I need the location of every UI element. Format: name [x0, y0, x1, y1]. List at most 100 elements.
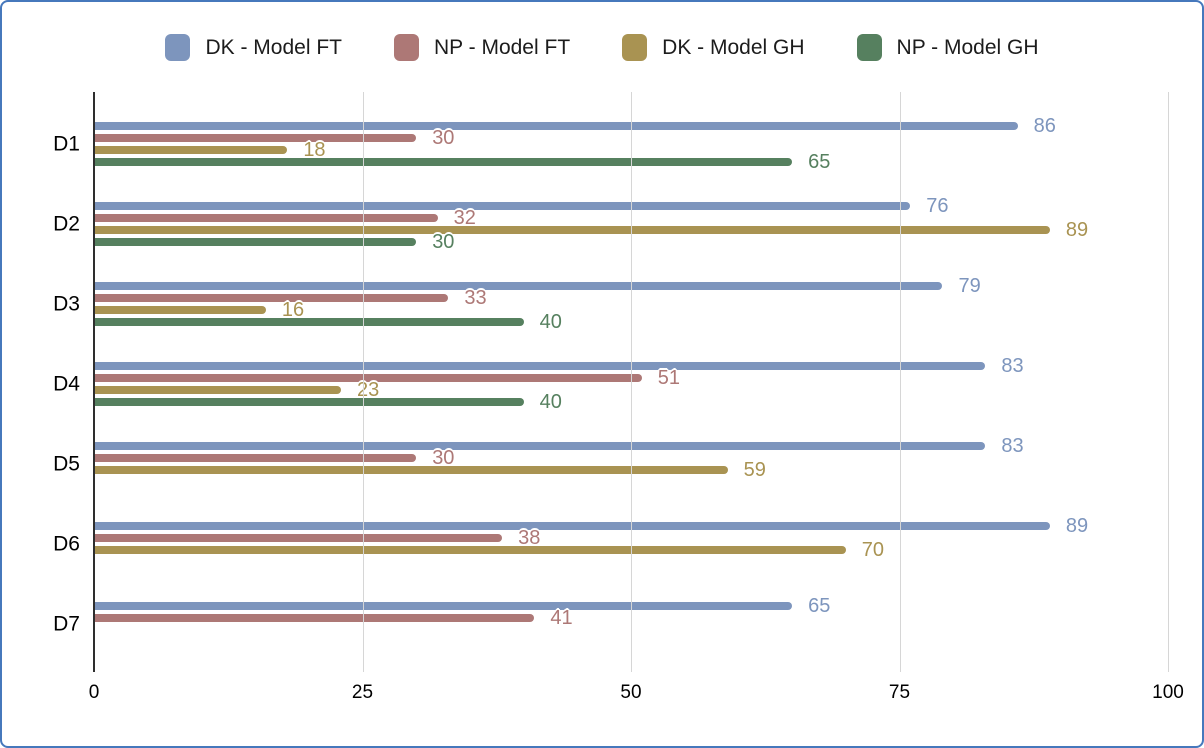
legend-label: NP - Model GH [896, 35, 1039, 59]
bar-value-label: 30 [432, 447, 455, 469]
legend-label: NP - Model FT [434, 35, 571, 59]
x-tick-label: 25 [351, 682, 374, 703]
chart-legend: DK - Model FT NP - Model FT DK - Model GH N… [2, 34, 1202, 61]
y-axis-line [93, 92, 95, 672]
bar-d2-np-model-ft[interactable] [94, 214, 438, 222]
bar-value-label: 86 [1033, 115, 1056, 137]
x-tick-label: 50 [620, 682, 642, 703]
bar-group-d1: 86 30 18 65 [94, 104, 1168, 184]
bar-d3-dk-model-gh[interactable] [94, 306, 266, 314]
bar-value-label: 41 [550, 607, 573, 629]
x-tick-label: 100 [1152, 682, 1184, 703]
bar-value-label: 89 [1065, 515, 1089, 537]
bar-value-label: 30 [432, 231, 455, 253]
bar-value-label: 40 [539, 391, 562, 413]
bar-d4-dk-model-ft[interactable] [94, 362, 986, 370]
bar-slot: 40 [94, 392, 1168, 412]
bar-d6-dk-model-ft[interactable] [94, 522, 1050, 530]
bar-value-label: 65 [808, 151, 831, 173]
bar-slot: 38 [94, 528, 1168, 548]
category-label-d2: D2 [53, 212, 80, 236]
bar-d5-dk-model-gh[interactable] [94, 466, 728, 474]
x-tick-label: 75 [888, 682, 911, 703]
bar-d7-dk-model-ft[interactable] [94, 602, 793, 610]
bar-d6-np-model-ft[interactable] [94, 534, 503, 542]
bar-slot: 30 [94, 128, 1168, 148]
bar-d2-dk-model-ft[interactable] [94, 202, 911, 210]
legend-swatch-icon [394, 34, 419, 61]
legend-swatch-icon [856, 34, 882, 61]
bar-d1-np-model-ft[interactable] [94, 134, 417, 142]
bar-slot: 30 [94, 448, 1168, 468]
bar-d1-dk-model-ft[interactable] [94, 122, 1018, 130]
bar-group-d2: 76 32 89 30 [94, 184, 1168, 264]
bar-d3-np-model-gh[interactable] [94, 318, 524, 326]
bar-value-label: 30 [432, 127, 455, 149]
bar-value-label: 33 [464, 287, 487, 309]
category-label-d6: D6 [53, 532, 80, 556]
bar-value-label: 79 [958, 275, 981, 297]
plot-area: 86 30 18 65 76 32 89 30 79 33 16 40 83 51 23 40 83 30 59 89… [93, 92, 1169, 672]
legend-label: DK - Model FT [205, 35, 342, 59]
bar-slot: 18 [94, 140, 1168, 160]
legend-item-np-model-ft[interactable]: NP - Model FT [394, 34, 570, 61]
legend-label: DK - Model GH [662, 35, 805, 59]
bar-group-d5: 83 30 59 [94, 424, 1168, 504]
bar-value-label: 76 [926, 195, 949, 217]
bar-group-d6: 89 38 70 [94, 504, 1168, 584]
bar-d5-np-model-ft[interactable] [94, 454, 417, 462]
gridline [899, 92, 901, 672]
bar-slot: 89 [94, 516, 1168, 536]
bar-d6-dk-model-gh[interactable] [94, 546, 846, 554]
bar-slot: 65 [94, 596, 1168, 616]
gridline [362, 92, 364, 672]
bar-value-label: 83 [1001, 435, 1024, 457]
bar-value-label: 18 [303, 139, 326, 161]
bar-value-label: 65 [808, 595, 831, 617]
bar-slot: 70 [94, 540, 1168, 560]
bar-d7-np-model-ft[interactable] [94, 614, 535, 622]
category-label-d1: D1 [53, 132, 80, 156]
bar-slot: 41 [94, 608, 1168, 628]
bar-value-label: 59 [743, 459, 766, 481]
bar-d5-dk-model-ft[interactable] [94, 442, 986, 450]
category-label-d4: D4 [53, 372, 80, 396]
legend-item-dk-model-gh[interactable]: DK - Model GH [622, 34, 805, 61]
bar-value-label: 51 [657, 367, 680, 389]
bar-slot: 76 [94, 196, 1168, 216]
bar-slot: 89 [94, 220, 1168, 240]
bar-slot: 51 [94, 368, 1168, 388]
bar-d3-dk-model-ft[interactable] [94, 282, 943, 290]
bar-group-d7: 65 41 [94, 584, 1168, 664]
bar-value-label: 38 [518, 527, 541, 549]
bar-d1-np-model-gh[interactable] [94, 158, 793, 166]
gridline [631, 92, 632, 672]
legend-swatch-icon [165, 34, 191, 61]
bar-d2-np-model-gh[interactable] [94, 238, 417, 246]
bar-value-label: 70 [861, 539, 885, 561]
gridline [1168, 92, 1169, 672]
bar-value-label: 16 [281, 299, 305, 321]
bar-d3-np-model-ft[interactable] [94, 294, 449, 302]
bar-slot: 40 [94, 312, 1168, 332]
category-label-d5: D5 [53, 452, 80, 476]
bar-slot: 33 [94, 288, 1168, 308]
bar-d4-np-model-gh[interactable] [94, 398, 524, 406]
bar-d1-dk-model-gh[interactable] [94, 146, 288, 154]
bar-d2-dk-model-gh[interactable] [94, 226, 1050, 234]
bar-d4-np-model-ft[interactable] [94, 374, 642, 382]
bar-d4-dk-model-gh[interactable] [94, 386, 342, 394]
bar-group-d3: 79 33 16 40 [94, 264, 1168, 344]
bar-slot: 79 [94, 276, 1168, 296]
category-label-d7: D7 [53, 612, 80, 636]
legend-item-np-model-gh[interactable]: NP - Model GH [856, 34, 1039, 61]
bar-slot: 16 [94, 300, 1168, 320]
bar-slot: 30 [94, 232, 1168, 252]
bar-value-label: 89 [1065, 219, 1089, 241]
legend-item-dk-model-ft[interactable]: DK - Model FT [165, 34, 342, 61]
bar-value-label: 32 [453, 207, 476, 229]
x-tick-label: 0 [88, 682, 100, 703]
bar-slot: 32 [94, 208, 1168, 228]
